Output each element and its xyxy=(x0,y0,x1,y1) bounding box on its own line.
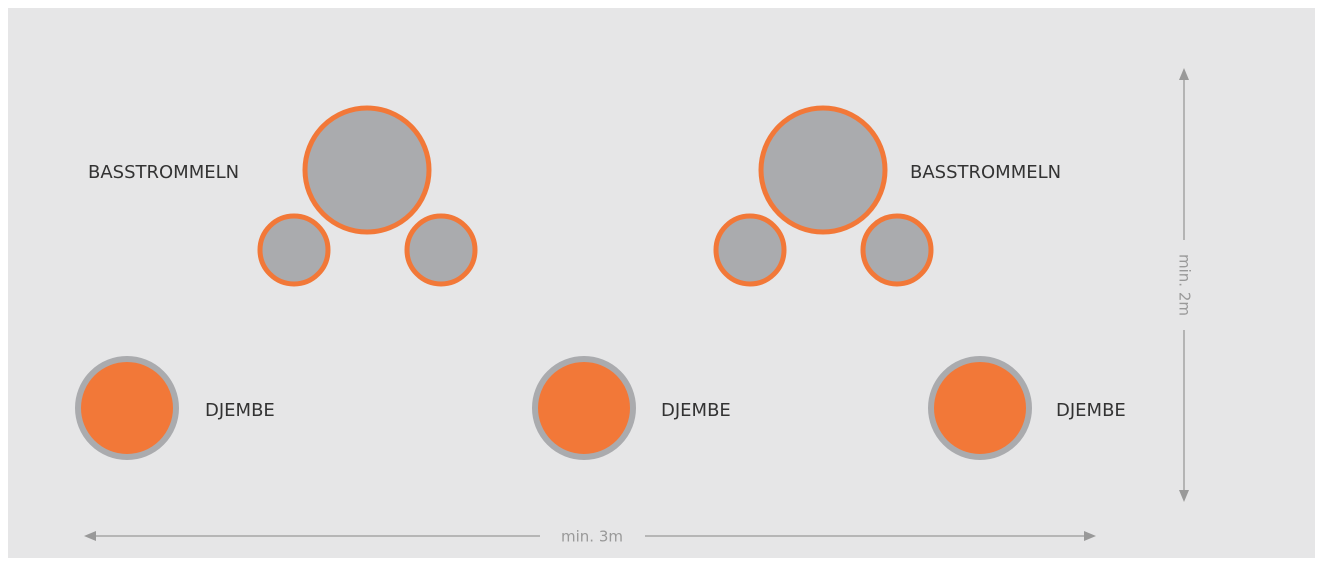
width-label: min. 3m xyxy=(561,528,623,546)
arrow-head xyxy=(1084,531,1096,541)
background xyxy=(8,8,1315,558)
bass-drum xyxy=(404,213,478,287)
bass-label: BASSTROMMELN xyxy=(88,162,239,183)
bass-label: BASSTROMMELN xyxy=(910,162,1061,183)
width-dimension: min. 3m xyxy=(84,528,1096,546)
height-label: min. 2m xyxy=(1176,254,1194,316)
bass-group: BASSTROMMELN xyxy=(713,105,1061,287)
djembe-label: DJEMBE xyxy=(1056,400,1126,421)
bass-drum xyxy=(302,105,432,235)
arrow-head xyxy=(84,531,96,541)
djembe-label: DJEMBE xyxy=(205,400,275,421)
arrow-head xyxy=(1179,490,1189,502)
height-dimension: min. 2m xyxy=(1176,68,1194,502)
bass-group: BASSTROMMELN xyxy=(88,105,478,287)
djembe xyxy=(928,356,1032,460)
arrow-head xyxy=(1179,68,1189,80)
bass-drum xyxy=(257,213,331,287)
bass-drum xyxy=(860,213,934,287)
djembe-label: DJEMBE xyxy=(661,400,731,421)
djembe xyxy=(75,356,179,460)
bass-drum xyxy=(713,213,787,287)
bass-drum xyxy=(758,105,888,235)
djembe xyxy=(532,356,636,460)
